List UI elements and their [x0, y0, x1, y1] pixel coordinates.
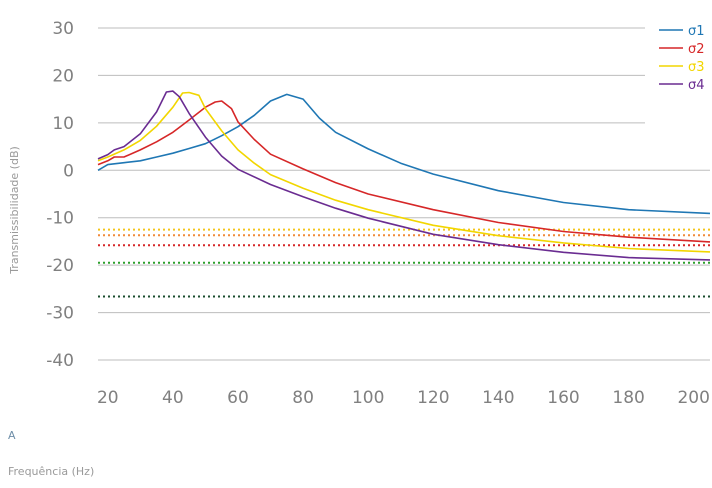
legend-label-sigma4: σ4 [688, 78, 705, 93]
x-tick-label: 20 [97, 388, 119, 408]
legend: σ1 σ2 σ3 σ4 [659, 24, 705, 93]
x-tick-label: 60 [227, 388, 249, 408]
y-tick-label: 30 [52, 19, 74, 39]
x-tick-label: 40 [162, 388, 184, 408]
x-tick-label: 100 [352, 388, 384, 408]
series-line-sigma4 [97, 90, 711, 261]
y-axis-label: Transmissibilidade (dB) [8, 146, 21, 275]
grid-layer [98, 27, 710, 361]
y-tick-label: -40 [46, 351, 74, 371]
legend-label-sigma1: σ1 [688, 24, 705, 39]
x-tick-label: 200 [677, 388, 709, 408]
legend-label-sigma2: σ2 [688, 42, 705, 57]
x-tick-label: 140 [482, 388, 514, 408]
x-tick-label: 160 [547, 388, 579, 408]
x-tick-label: 80 [292, 388, 314, 408]
y-tick-label: 10 [52, 114, 74, 134]
y-tick-label: -10 [46, 209, 74, 229]
x-axis-label: Frequência (Hz) [8, 465, 95, 478]
series-lines [97, 90, 711, 261]
series-line-sigma2 [97, 100, 711, 243]
y-tick-labels: 30 20 10 0 -10 -20 -30 -40 [46, 19, 74, 371]
y-tick-label: -30 [46, 304, 74, 324]
y-tick-label: -20 [46, 256, 74, 276]
series-line-sigma3 [97, 91, 711, 253]
reference-lines [98, 228, 710, 298]
x-tick-labels: 20 40 60 80 100 120 140 160 180 200 [97, 388, 710, 408]
x-tick-label: 120 [417, 388, 449, 408]
series-line-sigma1 [97, 93, 711, 215]
y-tick-label: 0 [63, 161, 74, 181]
panel-letter: A [8, 429, 16, 442]
x-tick-label: 180 [612, 388, 644, 408]
y-tick-label: 20 [52, 66, 74, 86]
legend-label-sigma3: σ3 [688, 60, 705, 75]
